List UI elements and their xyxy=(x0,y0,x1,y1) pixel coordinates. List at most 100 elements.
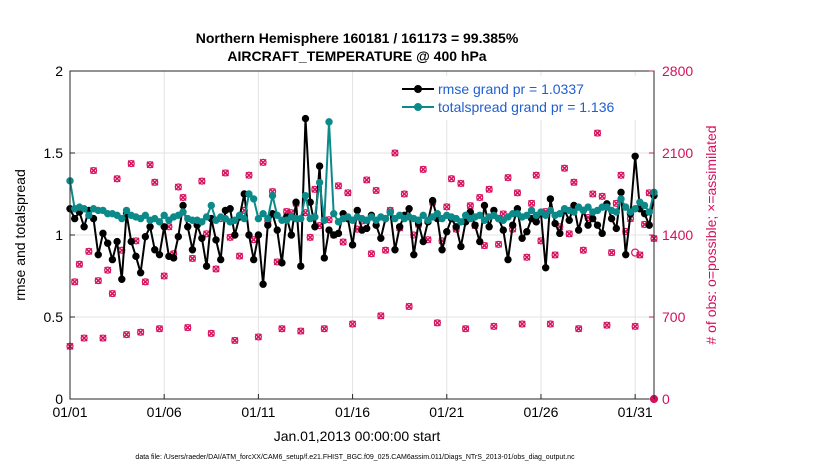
rmse-point xyxy=(377,234,385,242)
possible-point xyxy=(381,246,390,254)
rmse-point xyxy=(188,246,197,254)
assimilated-point xyxy=(546,320,554,328)
rmse-point xyxy=(80,223,88,231)
assimilated-point xyxy=(377,312,385,320)
assimilated-point xyxy=(141,278,149,286)
possible-point xyxy=(631,322,639,330)
rmse-point xyxy=(169,254,178,262)
rmse-point xyxy=(348,241,357,249)
rmse-point xyxy=(315,162,324,170)
totalspread-point xyxy=(527,206,536,215)
possible-point xyxy=(405,302,413,311)
obs-count-markers xyxy=(66,129,659,404)
possible-point xyxy=(122,330,131,339)
possible-point xyxy=(221,169,230,177)
rmse-point xyxy=(391,246,399,254)
assimilated-point xyxy=(155,325,164,333)
totalspread-point xyxy=(301,191,310,200)
assimilated-point xyxy=(593,129,602,137)
rmse-point xyxy=(151,246,159,254)
rmse-point xyxy=(593,221,602,229)
possible-point xyxy=(433,319,441,327)
possible-point xyxy=(245,171,253,179)
possible-point xyxy=(636,251,644,259)
assimilated-point xyxy=(575,325,583,333)
assimilated-point xyxy=(127,160,135,168)
assimilated-point xyxy=(254,333,262,341)
possible-point xyxy=(348,320,357,328)
assimilated-point xyxy=(532,171,540,179)
possible-point xyxy=(160,272,168,280)
y2-tick-label: 2100 xyxy=(662,145,693,161)
x-tick-label: 01/16 xyxy=(335,404,370,420)
totalspread-point xyxy=(640,201,649,210)
assimilated-point xyxy=(113,175,121,183)
possible-point xyxy=(598,192,606,200)
rmse-point xyxy=(118,275,126,283)
x-tick-label: 01/01 xyxy=(52,404,87,420)
y2-tick-label: 700 xyxy=(662,309,686,325)
totalspread-point xyxy=(631,205,639,213)
totalspread-point xyxy=(546,206,555,215)
rmse-point xyxy=(273,226,281,234)
possible-point xyxy=(198,177,206,185)
rmse-point xyxy=(292,198,300,206)
totalspread-point xyxy=(160,211,168,220)
rmse-point xyxy=(589,214,597,223)
totalspread-point xyxy=(622,203,630,211)
possible-point xyxy=(523,253,531,261)
totalspread-point xyxy=(541,211,550,220)
possible-point xyxy=(494,240,503,248)
y2-tick-label: 0 xyxy=(662,391,670,407)
totalspread-point xyxy=(612,208,621,216)
totalspread-point xyxy=(325,118,333,126)
legend-rmse-marker xyxy=(414,85,422,93)
possible-point xyxy=(532,171,540,179)
rmse-point xyxy=(127,237,135,246)
rmse-point xyxy=(278,259,286,267)
rmse-point xyxy=(631,152,639,160)
assimilated-point xyxy=(400,190,408,198)
possible-point xyxy=(108,289,116,298)
assimilated-point xyxy=(80,334,88,342)
chart-title: Northern Hemisphere 160181 / 161173 = 99… xyxy=(196,30,519,46)
assimilated-point xyxy=(94,277,102,285)
possible-point xyxy=(518,320,526,328)
rmse-point xyxy=(612,224,621,233)
assimilated-point xyxy=(151,178,159,186)
totalspread-point xyxy=(570,208,578,216)
totalspread-point xyxy=(207,201,215,210)
assimilated-point xyxy=(174,183,182,191)
assimilated-point xyxy=(108,290,116,298)
possible-point xyxy=(306,233,314,241)
x-tick-label: 01/21 xyxy=(429,404,464,420)
possible-point xyxy=(146,161,154,169)
assimilated-point xyxy=(179,193,187,202)
y-axis-label: rmse and totalspread xyxy=(12,169,28,301)
assimilated-point xyxy=(207,329,215,337)
possible-point xyxy=(443,203,451,211)
rmse-point xyxy=(217,255,225,264)
rmse-point xyxy=(254,231,263,239)
possible-point xyxy=(457,179,465,188)
assimilated-point xyxy=(466,202,474,210)
rmse-point xyxy=(499,226,507,234)
x-tick-label: 01/31 xyxy=(618,404,653,420)
possible-point xyxy=(344,189,352,197)
legend-totalspread-marker xyxy=(414,103,422,111)
totalspread-point xyxy=(264,214,272,223)
totalspread-point xyxy=(141,211,150,220)
rmse-point xyxy=(108,255,117,264)
rmse-point xyxy=(146,223,154,231)
possible-point xyxy=(155,325,164,333)
possible-point xyxy=(235,252,244,260)
possible-point xyxy=(377,312,385,320)
assimilated-point xyxy=(457,179,465,187)
possible-point xyxy=(278,325,286,333)
totalspread-point xyxy=(311,213,319,221)
rmse-point xyxy=(532,218,540,226)
totalspread-point xyxy=(259,209,267,218)
rmse-point xyxy=(231,231,239,239)
possible-point xyxy=(490,322,498,330)
